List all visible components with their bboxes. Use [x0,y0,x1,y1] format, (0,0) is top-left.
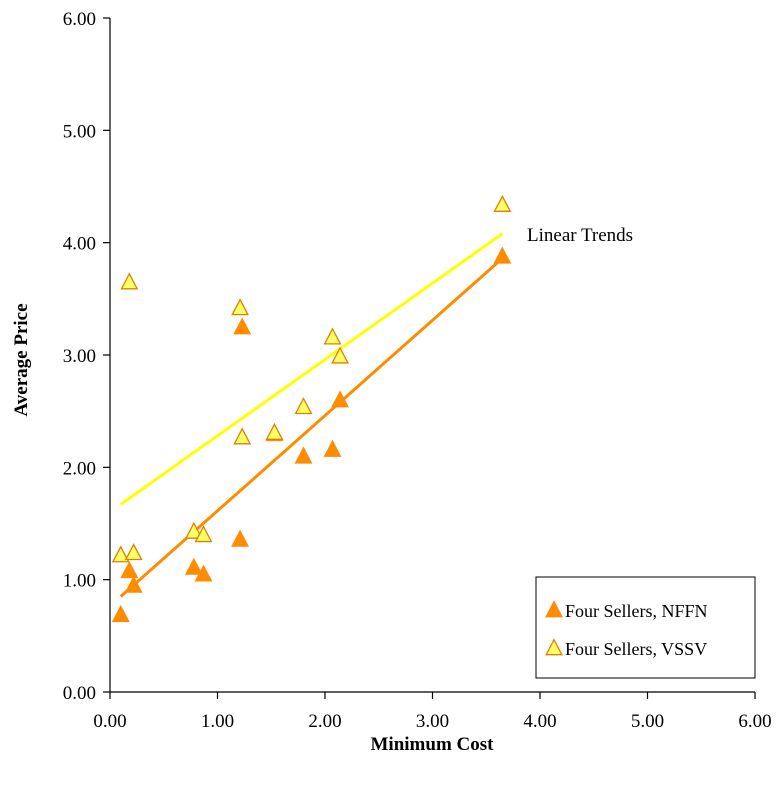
legend-label: Four Sellers, VSSV [565,639,707,659]
y-tick-group: 0.00 1.00 2.00 3.00 4.00 5.00 6.00 [63,9,110,704]
trend-line [119,232,504,506]
x-tick-label: 2.00 [308,711,341,732]
data-point [194,564,213,582]
x-tick-label: 5.00 [631,711,664,732]
x-tick-group: 0.00 1.00 2.00 3.00 4.00 5.00 6.00 [93,692,772,732]
legend-marker [545,600,563,618]
x-tick-label: 0.00 [93,711,126,732]
data-point [111,604,130,622]
legend: Four Sellers, NFFN Four Sellers, VSSV [535,576,756,679]
x-tick-label: 1.00 [201,711,234,732]
data-point [231,298,250,316]
data-point [233,317,252,335]
data-point [331,390,350,408]
legend-box [535,576,756,679]
data-point [265,422,284,440]
data-point [294,397,313,415]
y-tick-label: 0.00 [63,683,96,704]
y-axis-title: Average Price [11,303,32,416]
y-tick-label: 6.00 [63,9,96,30]
data-point [194,525,213,543]
x-axis-title: Minimum Cost [371,734,495,755]
data-point [120,561,139,579]
data-point [231,529,250,547]
data-point [120,272,139,290]
data-point [233,427,252,445]
y-tick-label: 1.00 [63,571,96,592]
y-tick-label: 5.00 [63,121,96,142]
data-point [493,246,512,264]
trend-annotation: Linear Trends [527,225,633,246]
data-point [493,194,512,212]
y-tick-label: 4.00 [63,234,96,255]
data-point [111,545,130,563]
x-tick-label: 6.00 [738,711,771,732]
x-tick-label: 3.00 [416,711,449,732]
data-point [331,346,350,364]
data-point [124,543,143,561]
data-point [124,575,143,593]
legend-marker [545,638,563,656]
data-point [184,521,203,539]
data-point [294,446,313,464]
trend-line [119,257,504,598]
legend-label: Four Sellers, NFFN [565,601,708,621]
x-tick-label: 4.00 [523,711,556,732]
data-point [323,439,342,457]
data-point [184,557,203,575]
y-tick-label: 2.00 [63,458,96,479]
data-point [323,327,342,345]
data-points [111,194,512,622]
y-tick-label: 3.00 [63,346,96,367]
trend-lines [119,232,504,598]
